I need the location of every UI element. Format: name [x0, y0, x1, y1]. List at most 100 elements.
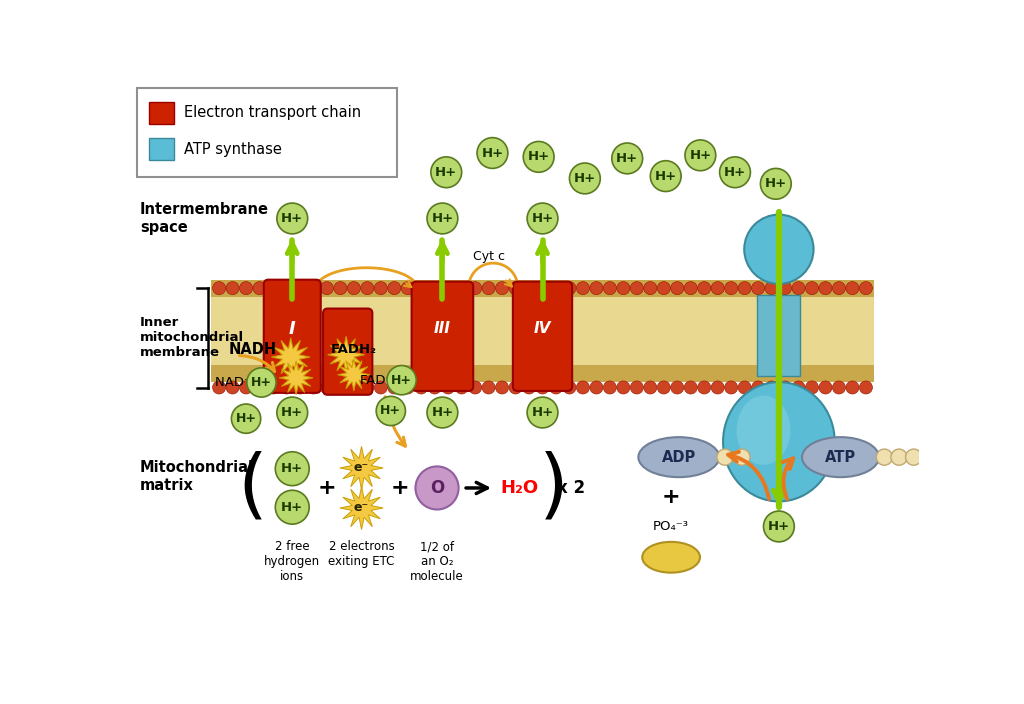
Bar	[211, 280, 873, 297]
Text: 2 electrons
exiting ETC: 2 electrons exiting ETC	[329, 541, 394, 568]
Circle shape	[577, 282, 590, 295]
Circle shape	[523, 142, 554, 172]
Circle shape	[455, 381, 468, 394]
Text: 2 free
hydrogen
ions: 2 free hydrogen ions	[264, 541, 321, 584]
Circle shape	[509, 381, 522, 394]
Text: H+: H+	[431, 406, 454, 419]
Circle shape	[819, 282, 833, 295]
Circle shape	[294, 381, 306, 394]
Circle shape	[415, 282, 428, 295]
Circle shape	[650, 161, 681, 191]
Circle shape	[846, 282, 859, 295]
Circle shape	[734, 449, 750, 465]
Text: IV: IV	[534, 321, 551, 336]
Circle shape	[240, 381, 253, 394]
Text: H₂O: H₂O	[501, 479, 539, 497]
Text: +: +	[662, 487, 680, 507]
Circle shape	[360, 282, 374, 295]
Circle shape	[247, 367, 276, 397]
Circle shape	[374, 282, 387, 295]
Circle shape	[725, 381, 737, 394]
Ellipse shape	[723, 382, 835, 501]
Circle shape	[833, 282, 846, 295]
Circle shape	[684, 381, 697, 394]
Circle shape	[416, 466, 459, 510]
Circle shape	[360, 381, 374, 394]
Circle shape	[428, 282, 441, 295]
Text: H+: H+	[531, 406, 554, 419]
Circle shape	[764, 511, 795, 542]
Ellipse shape	[744, 215, 813, 284]
Circle shape	[603, 282, 616, 295]
Circle shape	[819, 381, 833, 394]
Circle shape	[307, 282, 319, 295]
Text: +: +	[391, 478, 410, 498]
Circle shape	[496, 381, 509, 394]
Polygon shape	[280, 361, 313, 395]
FancyBboxPatch shape	[323, 308, 373, 395]
Text: Electron transport chain: Electron transport chain	[184, 106, 361, 120]
Circle shape	[877, 449, 893, 465]
Circle shape	[590, 282, 603, 295]
Circle shape	[563, 282, 577, 295]
Circle shape	[231, 404, 261, 433]
Circle shape	[522, 282, 536, 295]
Circle shape	[240, 282, 253, 295]
Circle shape	[213, 381, 225, 394]
Circle shape	[671, 381, 684, 394]
Circle shape	[374, 381, 387, 394]
Circle shape	[275, 452, 309, 486]
Text: H+: H+	[531, 212, 554, 225]
Bar	[150, 139, 174, 160]
Circle shape	[347, 381, 360, 394]
Text: x 2: x 2	[557, 479, 585, 497]
Ellipse shape	[736, 396, 791, 465]
Circle shape	[616, 381, 630, 394]
Text: H+: H+	[431, 212, 454, 225]
Ellipse shape	[802, 437, 879, 477]
Circle shape	[806, 381, 818, 394]
Text: I: I	[289, 320, 296, 338]
Text: Intermembrane
space: Intermembrane space	[140, 202, 268, 234]
Circle shape	[226, 381, 240, 394]
Ellipse shape	[638, 437, 719, 477]
Circle shape	[752, 381, 765, 394]
Text: H+: H+	[481, 146, 504, 160]
Text: H+: H+	[573, 172, 596, 185]
Text: NAD⁺ +: NAD⁺ +	[215, 376, 266, 389]
Circle shape	[711, 381, 724, 394]
Circle shape	[671, 282, 684, 295]
Circle shape	[307, 381, 319, 394]
Circle shape	[266, 282, 280, 295]
Circle shape	[276, 203, 307, 234]
Circle shape	[577, 381, 590, 394]
Circle shape	[590, 381, 603, 394]
Text: Inner
mitochondrial
membrane: Inner mitochondrial membrane	[140, 316, 244, 359]
Text: III: III	[434, 321, 451, 336]
Circle shape	[859, 282, 872, 295]
Circle shape	[725, 282, 737, 295]
Circle shape	[720, 157, 751, 188]
Text: Cyt c: Cyt c	[473, 251, 505, 263]
Circle shape	[859, 381, 872, 394]
Circle shape	[761, 168, 792, 199]
Text: e⁻: e⁻	[354, 461, 369, 474]
Circle shape	[550, 381, 562, 394]
Text: ATP synthase: ATP synthase	[184, 142, 283, 157]
Text: H+: H+	[768, 520, 790, 533]
Circle shape	[280, 282, 293, 295]
Text: H+: H+	[654, 170, 677, 182]
Circle shape	[765, 381, 778, 394]
Polygon shape	[328, 337, 365, 373]
Circle shape	[415, 381, 428, 394]
Text: NADH: NADH	[229, 342, 278, 357]
Circle shape	[631, 381, 643, 394]
Circle shape	[266, 381, 280, 394]
Text: FADH₂: FADH₂	[331, 343, 377, 356]
Circle shape	[806, 282, 818, 295]
Circle shape	[846, 381, 859, 394]
Circle shape	[482, 282, 496, 295]
Circle shape	[496, 282, 509, 295]
Circle shape	[550, 282, 562, 295]
Circle shape	[455, 282, 468, 295]
